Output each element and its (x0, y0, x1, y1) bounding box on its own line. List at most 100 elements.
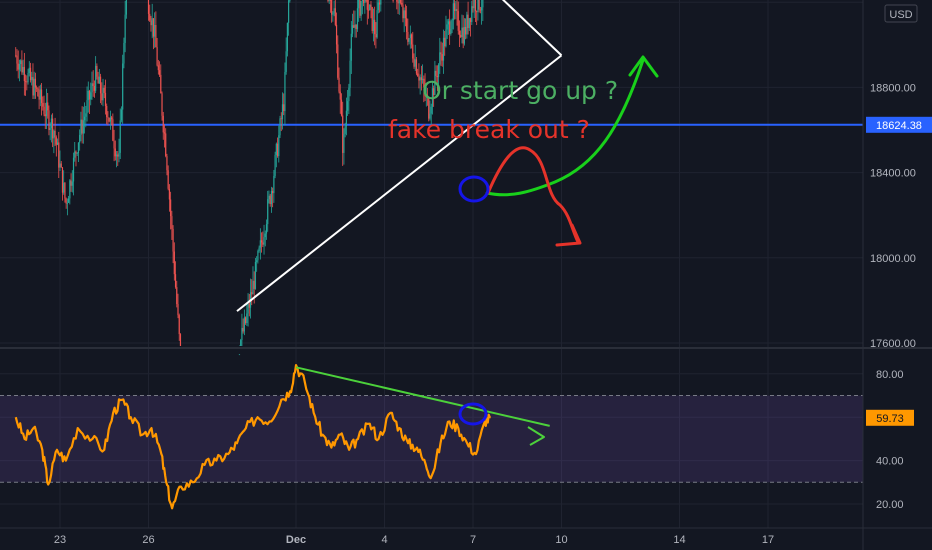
candle-body (378, 2, 381, 5)
candle-body (96, 65, 98, 77)
candle-body (372, 19, 375, 31)
candle-body (476, 11, 478, 13)
candle-body (168, 188, 170, 200)
candle-body (162, 115, 164, 133)
price-axis[interactable]: 17600.00 18000.00 18400.00 18800.00 (870, 82, 916, 350)
candle-body (370, 4, 372, 8)
price-tick-label: 18400.00 (870, 168, 916, 180)
candle-body (37, 88, 39, 97)
candle-body (123, 42, 125, 64)
candle-body (259, 240, 261, 248)
candle-body (167, 170, 169, 189)
red-arrowhead (555, 223, 582, 247)
candle-body (44, 114, 46, 117)
candle-body (343, 133, 345, 153)
time-axis[interactable]: 23 26 Dec 4 7 10 14 17 (54, 534, 774, 546)
triangle-upper-line[interactable] (237, 0, 563, 57)
price-highlight-circle[interactable] (458, 175, 490, 203)
candle-body (22, 66, 24, 73)
candle-body (450, 29, 452, 34)
candle-body (115, 154, 118, 157)
candle-body (431, 88, 434, 107)
candle-body (455, 9, 457, 12)
candle-body (112, 119, 114, 141)
candle-body (350, 33, 352, 61)
candle-body (81, 119, 83, 134)
candle-body (32, 77, 34, 96)
red-fake-breakout-arrow[interactable] (486, 146, 580, 244)
candle-body (419, 77, 421, 81)
candle-body (74, 151, 76, 158)
candle-body (26, 81, 28, 83)
candle-body (178, 315, 180, 335)
green-up-arrow[interactable] (485, 58, 645, 197)
candle-body (104, 92, 107, 106)
candle-body (262, 242, 264, 245)
candle-body (430, 106, 432, 114)
candle-body (375, 34, 377, 38)
candle-body (76, 153, 78, 154)
candle-body (392, 0, 394, 1)
price-tick-label: 18800.00 (870, 82, 916, 94)
candle-body (281, 104, 284, 120)
candle-body (48, 110, 50, 130)
candlestick-series (15, 0, 484, 356)
candle-body (354, 24, 356, 28)
triangle-lower-line[interactable] (236, 54, 563, 312)
candle-body (418, 76, 420, 81)
candle-body (124, 14, 126, 43)
candle-body (446, 24, 448, 30)
candle-body (61, 167, 64, 193)
currency-badge[interactable] (884, 4, 918, 23)
candle-body (335, 24, 338, 45)
candle-body (172, 228, 174, 252)
candle-body (82, 120, 84, 134)
candle-body (356, 8, 359, 30)
candle-body (161, 93, 163, 116)
candle-body (439, 52, 441, 65)
candle-body (436, 75, 438, 78)
candle-body (166, 156, 168, 171)
candle-body (165, 133, 167, 157)
candle-body (445, 29, 447, 47)
candle-body (462, 27, 464, 44)
candle-body (274, 154, 276, 176)
candle-body (399, 0, 402, 3)
candle-body (56, 142, 59, 145)
level-price-tag-bg (866, 116, 932, 133)
candle-body (328, 0, 330, 1)
candle-body (69, 180, 71, 199)
time-tick-label: 26 (142, 534, 154, 546)
candle-body (92, 83, 94, 87)
candle-body (40, 89, 43, 103)
time-tick-label: 23 (54, 534, 66, 546)
annotation-go-up: Or start go up ? (422, 76, 618, 105)
candle-body (65, 198, 67, 204)
candle-body (60, 163, 62, 168)
candle-body (20, 60, 22, 65)
price-tick-label: 18000.00 (870, 253, 916, 265)
rsi-band (0, 395, 863, 483)
candle-body (417, 73, 419, 77)
candle-body (163, 132, 166, 134)
candle-body (434, 70, 436, 96)
candle-body (101, 93, 103, 101)
candle-body (270, 190, 273, 205)
rsi-highlight-circle[interactable] (458, 402, 488, 426)
candle-body (403, 10, 405, 19)
rsi-trendline[interactable] (295, 366, 550, 427)
rsi-value-tag-bg (866, 409, 914, 426)
candle-body (257, 250, 259, 261)
candle-body (471, 6, 473, 22)
candle-body (120, 109, 123, 121)
candle-body (238, 354, 241, 356)
candle-body (342, 115, 344, 153)
candle-body (241, 327, 243, 341)
candle-body (440, 52, 442, 55)
candle-body (280, 118, 282, 120)
candle-body (283, 104, 285, 112)
candle-body (276, 143, 279, 157)
candle-body (401, 2, 403, 5)
